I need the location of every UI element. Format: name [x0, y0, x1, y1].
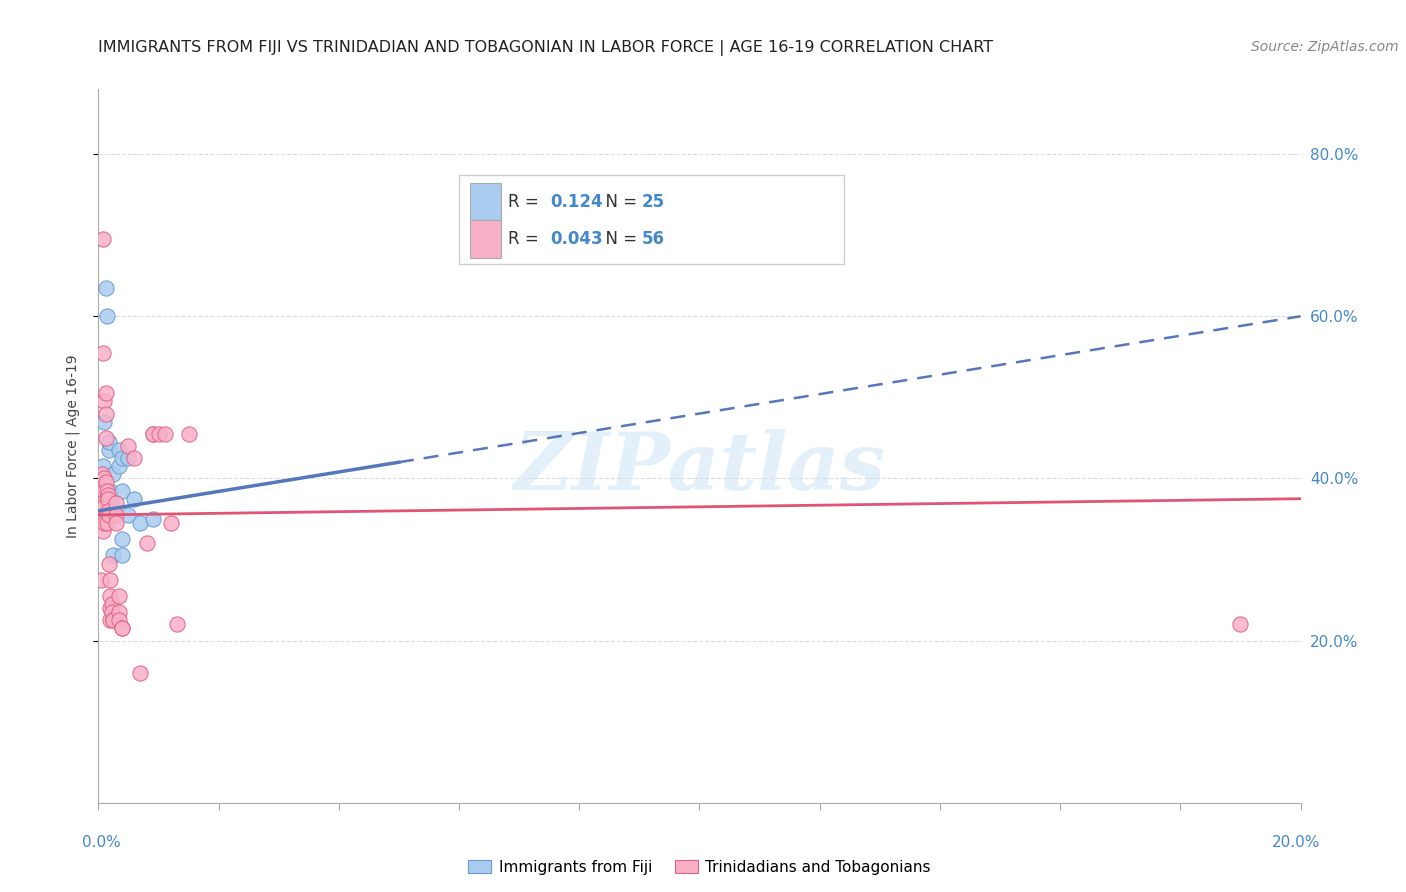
Point [100, 483, 122, 498]
Text: R =: R = [509, 230, 544, 248]
Point [91, 467, 114, 482]
Point [100, 601, 122, 615]
Text: 0.0%: 0.0% [82, 836, 121, 850]
Point [89, 475, 111, 490]
Point [97, 491, 120, 506]
Point [141, 426, 163, 441]
Text: N =: N = [596, 230, 643, 248]
Point [94, 386, 117, 401]
Point [93, 483, 115, 498]
Point [135, 536, 157, 550]
Point [103, 613, 125, 627]
Point [91, 232, 114, 246]
Point [108, 459, 131, 474]
Point [96, 483, 118, 498]
Text: IMMIGRANTS FROM FIJI VS TRINIDADIAN AND TOBAGONIAN IN LABOR FORCE | AGE 16-19 CO: IMMIGRANTS FROM FIJI VS TRINIDADIAN AND … [98, 40, 994, 56]
Point [108, 613, 131, 627]
Point [117, 508, 139, 522]
Point [91, 508, 114, 522]
Point [93, 415, 115, 429]
Point [117, 451, 139, 466]
Point [98, 434, 121, 449]
Point [93, 500, 115, 514]
Text: 0.124: 0.124 [551, 193, 603, 211]
Point [111, 451, 134, 466]
Point [103, 549, 125, 563]
Point [93, 471, 115, 485]
Point [89, 500, 111, 514]
Point [100, 597, 122, 611]
Text: N =: N = [596, 193, 643, 211]
Point [100, 613, 122, 627]
Point [111, 533, 134, 547]
Point [93, 394, 115, 409]
Point [96, 431, 118, 445]
Point [108, 605, 131, 619]
Point [129, 516, 152, 530]
Point [105, 516, 128, 530]
Point [100, 573, 122, 587]
Point [105, 508, 128, 522]
Point [90, 475, 112, 490]
Point [100, 605, 122, 619]
Text: 0.043: 0.043 [551, 230, 603, 248]
Point [124, 451, 146, 466]
Text: Source: ZipAtlas.com: Source: ZipAtlas.com [1251, 40, 1399, 54]
Text: 20.0%: 20.0% [1272, 836, 1320, 850]
Point [124, 491, 146, 506]
Point [111, 549, 134, 563]
Point [90, 573, 112, 587]
Point [108, 589, 131, 603]
Point [93, 516, 115, 530]
Y-axis label: In Labor Force | Age 16-19: In Labor Force | Age 16-19 [66, 354, 80, 538]
Point [96, 310, 118, 324]
Point [177, 426, 200, 441]
Point [100, 491, 122, 506]
Point [91, 345, 114, 359]
Point [97, 488, 120, 502]
Point [111, 622, 134, 636]
Point [91, 459, 114, 474]
Point [96, 516, 118, 530]
Point [96, 281, 118, 295]
Text: R =: R = [509, 193, 544, 211]
Point [98, 557, 121, 571]
Point [103, 508, 125, 522]
Point [141, 426, 163, 441]
Point [96, 475, 118, 490]
Point [98, 508, 121, 522]
Point [98, 443, 121, 458]
Point [117, 439, 139, 453]
Point [105, 496, 128, 510]
Point [141, 512, 163, 526]
Text: 25: 25 [643, 193, 665, 211]
Point [103, 467, 125, 482]
Point [1229, 617, 1251, 632]
Point [111, 483, 134, 498]
Point [91, 479, 114, 493]
Point [93, 483, 115, 498]
Point [94, 407, 117, 421]
Point [153, 426, 176, 441]
Point [91, 524, 114, 538]
Point [111, 622, 134, 636]
Point [159, 516, 181, 530]
Point [148, 426, 170, 441]
Point [90, 475, 112, 490]
Point [96, 508, 118, 522]
Text: 56: 56 [643, 230, 665, 248]
Point [93, 475, 115, 490]
Point [166, 617, 188, 632]
Point [103, 613, 125, 627]
Point [108, 443, 131, 458]
Point [100, 491, 122, 506]
Point [97, 504, 120, 518]
Point [100, 589, 122, 603]
Text: ZIPatlas: ZIPatlas [513, 429, 886, 506]
Point [129, 666, 152, 681]
Legend: Immigrants from Fiji, Trinidadians and Tobagonians: Immigrants from Fiji, Trinidadians and T… [463, 854, 936, 880]
